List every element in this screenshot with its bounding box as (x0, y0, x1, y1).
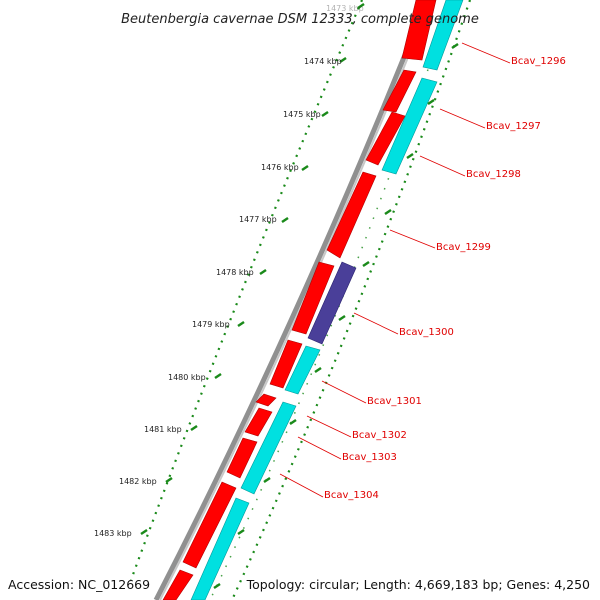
genome-backbone (153, 0, 430, 600)
gene-label-bcav-1304[interactable]: Bcav_1304 (324, 490, 379, 501)
cds-bcav-1300a[interactable] (291, 261, 335, 335)
kbp-label: 1479 kbp (192, 320, 230, 329)
kbp-label: 1474 kbp (304, 57, 342, 66)
kbp-label: 1481 kbp (144, 425, 182, 434)
cds-bcav-1304[interactable] (182, 481, 237, 569)
gene-label-bcav-1302[interactable]: Bcav_1302 (352, 430, 407, 441)
cds-bcav-1302b[interactable] (244, 407, 273, 437)
kbp-label: 1478 kbp (216, 268, 254, 277)
cds-tail[interactable] (162, 569, 194, 600)
map-title: Beutenbergia cavernae DSM 12333, complet… (121, 12, 479, 27)
gene-leader-lines (279, 42, 511, 498)
feature-track (190, 0, 464, 600)
cds-bcav-1302a[interactable] (255, 393, 277, 407)
gene-label-bcav-1300[interactable]: Bcav_1300 (399, 327, 454, 338)
gene-label-bcav-1296[interactable]: Bcav_1296 (511, 56, 566, 67)
inner-tick-track (230, 0, 472, 600)
accession-text: Accession: NC_012669 (8, 577, 151, 592)
cds-bcav-1299[interactable] (326, 171, 377, 259)
feature-bcav-1296[interactable] (422, 0, 464, 71)
genome-summary-text: Topology: circular; Length: 4,669,183 bp… (246, 577, 590, 592)
feature-bcav-1304[interactable] (190, 497, 250, 600)
kbp-label: 1483 kbp (94, 529, 132, 538)
feature-bcav-1297[interactable] (381, 77, 438, 175)
inner-tick-marks (213, 42, 459, 590)
kbp-label: 1480 kbp (168, 373, 206, 382)
gene-label-bcav-1298[interactable]: Bcav_1298 (466, 169, 521, 180)
gene-label-bcav-1299[interactable]: Bcav_1299 (436, 242, 491, 253)
feature-bcav-1303[interactable] (240, 401, 297, 495)
kbp-label: 1482 kbp (119, 477, 157, 486)
kbp-label: 1473 kbp (326, 4, 364, 13)
gene-label-bcav-1301[interactable]: Bcav_1301 (367, 396, 422, 407)
kbp-tick-marks (140, 2, 365, 536)
kbp-label: 1476 kbp (261, 163, 299, 172)
cds-bcav-1296[interactable] (401, 0, 437, 61)
gene-label-bcav-1297[interactable]: Bcav_1297 (486, 121, 541, 132)
gene-labels: Bcav_1296 Bcav_1297 Bcav_1298 Bcav_1299 … (324, 56, 566, 501)
cds-bcav-1303[interactable] (226, 437, 258, 479)
feature-bcav-1301[interactable] (284, 345, 321, 395)
kbp-label: 1477 kbp (239, 215, 277, 224)
kbp-label: 1475 kbp (283, 110, 321, 119)
cds-bcav-1298[interactable] (365, 111, 406, 166)
cds-track (162, 0, 437, 600)
cds-bcav-1297[interactable] (382, 69, 417, 113)
kbp-labels: 1473 kbp 1474 kbp 1475 kbp 1476 kbp 1477… (94, 4, 364, 538)
cds-bcav-1301[interactable] (269, 339, 303, 389)
feature-bcav-1300[interactable] (307, 261, 357, 345)
gene-label-bcav-1303[interactable]: Bcav_1303 (342, 452, 397, 463)
